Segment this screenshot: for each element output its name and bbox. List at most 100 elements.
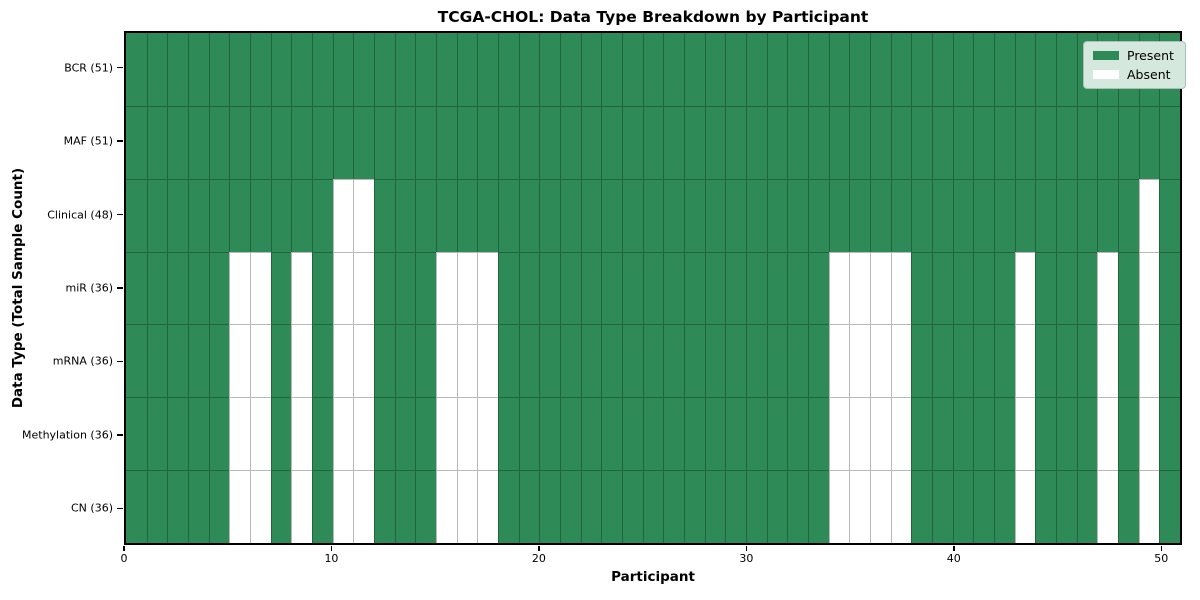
heatmap-cell: [787, 33, 808, 106]
heatmap-cell: [291, 397, 312, 471]
heatmap-cell: [353, 397, 374, 471]
heatmap-cell: [580, 178, 602, 252]
heatmap-cell: [1138, 178, 1160, 252]
y-tick-mark: [117, 213, 123, 216]
heatmap-cell: [1014, 251, 1036, 325]
heatmap-cell: [704, 470, 726, 543]
heatmap-cell: [435, 105, 457, 179]
heatmap-cell: [766, 470, 788, 543]
heatmap-cell: [725, 33, 746, 106]
heatmap-cell: [415, 178, 436, 252]
heatmap-cell: [1117, 105, 1139, 179]
heatmap-cell: [435, 33, 457, 106]
heatmap-cell: [456, 397, 478, 471]
heatmap-cell: [621, 397, 643, 471]
heatmap-cell: [890, 470, 912, 543]
heatmap-cell: [373, 397, 395, 471]
heatmap-cell: [993, 33, 1015, 106]
heatmap-cell: [931, 251, 953, 325]
heatmap-cell: [497, 324, 519, 398]
heatmap-cell: [1055, 324, 1077, 398]
heatmap-cell: [580, 33, 602, 106]
heatmap-cell: [911, 470, 932, 543]
heatmap-cell: [952, 105, 974, 179]
heatmap-cell: [807, 178, 829, 252]
heatmap-cell: [394, 251, 416, 325]
heatmap-cell: [663, 178, 684, 252]
heatmap-cell: [559, 251, 581, 325]
heatmap-cell: [539, 397, 560, 471]
heatmap-cell: [415, 324, 436, 398]
heatmap-cell: [477, 105, 498, 179]
heatmap-cell: [849, 105, 870, 179]
heatmap-cell: [373, 33, 395, 106]
heatmap-cell: [683, 324, 705, 398]
heatmap-cell: [229, 33, 250, 106]
heatmap-cell: [869, 178, 891, 252]
heatmap-cell: [394, 178, 416, 252]
heatmap-cell: [725, 324, 746, 398]
heatmap-cell: [601, 105, 622, 179]
heatmap-cell: [787, 178, 808, 252]
heatmap-cell: [126, 105, 147, 179]
heatmap-cell: [1055, 105, 1077, 179]
heatmap-cell: [1014, 470, 1036, 543]
heatmap-cell: [415, 33, 436, 106]
heatmap-cell: [642, 178, 664, 252]
heatmap-cell: [539, 251, 560, 325]
heatmap-cell: [332, 470, 354, 543]
heatmap-cell: [828, 33, 850, 106]
heatmap-cell: [973, 397, 994, 471]
heatmap-cell: [1097, 178, 1118, 252]
heatmap-cell: [518, 397, 540, 471]
heatmap-cell: [291, 251, 312, 325]
heatmap-cell: [539, 324, 560, 398]
heatmap-cell: [167, 324, 188, 398]
heatmap-cell: [353, 178, 374, 252]
heatmap-cell: [993, 470, 1015, 543]
heatmap-cell: [973, 105, 994, 179]
heatmap-cell: [663, 324, 684, 398]
heatmap-cell: [890, 105, 912, 179]
heatmap-cell: [1138, 397, 1160, 471]
heatmap-cell: [704, 324, 726, 398]
heatmap-cell: [1097, 105, 1118, 179]
heatmap-cell: [807, 251, 829, 325]
heatmap-cell: [642, 470, 664, 543]
y-tick-mark: [117, 66, 123, 69]
heatmap-cell: [621, 324, 643, 398]
heatmap-cell: [725, 470, 746, 543]
heatmap-cell: [683, 397, 705, 471]
heatmap-cell: [745, 178, 767, 252]
heatmap-cell: [208, 324, 230, 398]
heatmap-cell: [1076, 178, 1098, 252]
heatmap-cell: [683, 105, 705, 179]
heatmap-cell: [353, 470, 374, 543]
heatmap-cell: [146, 251, 168, 325]
heatmap-cell: [952, 251, 974, 325]
heatmap-cell: [435, 397, 457, 471]
heatmap-cell: [828, 105, 850, 179]
heatmap-cell: [187, 324, 209, 398]
heatmap-cell: [683, 178, 705, 252]
heatmap-cell: [663, 397, 684, 471]
heatmap-cell: [1076, 105, 1098, 179]
heatmap-cell: [1035, 251, 1056, 325]
heatmap-cell: [1097, 324, 1118, 398]
y-tick-mark: [117, 434, 123, 436]
y-tick-label: MAF (51): [63, 134, 113, 148]
heatmap-cell: [1014, 178, 1036, 252]
heatmap-cell: [394, 105, 416, 179]
heatmap-cell: [518, 33, 540, 106]
heatmap-cell: [1159, 105, 1180, 179]
x-tick-label: 20: [531, 552, 546, 565]
heatmap-cell: [704, 105, 726, 179]
heatmap-cell: [601, 251, 622, 325]
heatmap-cell: [642, 105, 664, 179]
heatmap-cell: [456, 178, 478, 252]
heatmap-cell: [435, 178, 457, 252]
x-tick-mark: [538, 546, 540, 551]
heatmap-cell: [477, 324, 498, 398]
heatmap-cell: [828, 397, 850, 471]
heatmap-cell: [415, 105, 436, 179]
